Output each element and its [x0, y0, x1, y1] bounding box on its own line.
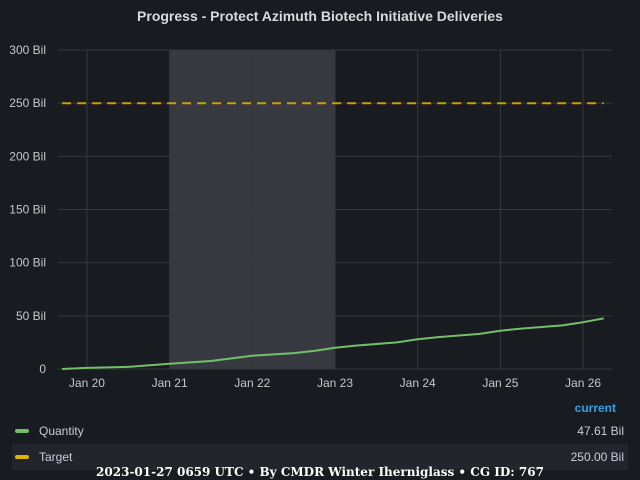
y-tick-label: 300 Bil [9, 43, 46, 57]
y-tick-label: 150 Bil [9, 203, 46, 217]
y-tick-label: 200 Bil [9, 149, 46, 163]
x-tick-label: Jan 22 [234, 376, 270, 390]
y-tick-label: 50 Bil [16, 309, 46, 323]
footer-credit: 2023-01-27 0659 UTC • By CMDR Winter Ihe… [96, 465, 544, 479]
x-tick-label: Jan 23 [317, 376, 353, 390]
panel-title: Progress - Protect Azimuth Biotech Initi… [137, 8, 503, 24]
legend-current-value: 250.00 Bil [570, 450, 624, 464]
axis-labels-layer: 0 50 Bil 100 Bil 150 Bil 200 Bil 250 Bil 300 B… [9, 43, 601, 390]
series-layer [62, 102, 604, 370]
y-tick-label: 0 [39, 362, 46, 376]
x-tick-label: Jan 20 [69, 376, 105, 390]
x-tick-label: Jan 25 [482, 376, 518, 390]
x-tick-label: Jan 24 [400, 376, 436, 390]
y-tick-label: 250 Bil [9, 96, 46, 110]
grid-layer [58, 49, 612, 370]
series-line-quantity [62, 317, 604, 370]
legend-current-value: 47.61 Bil [577, 424, 624, 438]
x-tick-label: Jan 21 [152, 376, 188, 390]
x-tick-label: Jan 26 [565, 376, 601, 390]
legend-label: Quantity [39, 424, 84, 438]
legend-label: Target [39, 450, 73, 464]
progress-chart[interactable]: 0 50 Bil 100 Bil 150 Bil 200 Bil 250 Bil 300 B… [0, 36, 640, 392]
y-tick-label: 100 Bil [9, 256, 46, 270]
quantity-swatch [15, 429, 29, 433]
legend-header-current[interactable]: current [574, 401, 616, 415]
target-swatch [15, 455, 29, 459]
legend-item-target[interactable]: Target 250.00 Bil [12, 444, 628, 470]
legend: current Quantity 47.61 Bil Target 250.00… [12, 398, 628, 470]
legend-item-quantity[interactable]: Quantity 47.61 Bil [12, 418, 628, 444]
